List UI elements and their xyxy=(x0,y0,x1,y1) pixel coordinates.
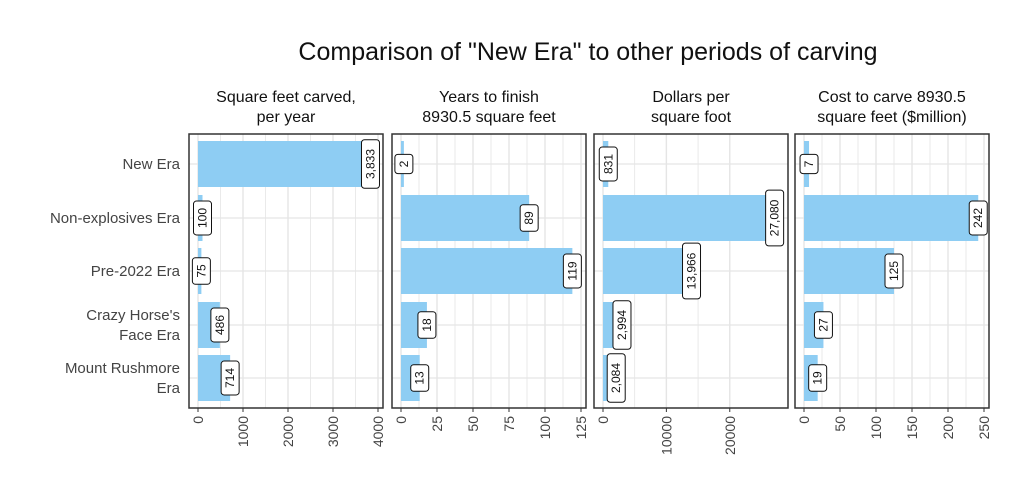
category-label: Mount Rushmore Era xyxy=(65,360,181,397)
panel-2: Years to finish 8930.5 square feet 0 25 50 75… xyxy=(391,89,589,440)
chart-title: Comparison of "New Era" to other periods… xyxy=(298,38,877,66)
svg-text:75: 75 xyxy=(194,264,208,278)
bar xyxy=(603,248,692,294)
tick-label: 2000 xyxy=(280,416,296,447)
bar xyxy=(401,195,530,241)
panel-border xyxy=(391,133,587,409)
tick-label: 0 xyxy=(393,416,409,424)
tick-label: 25 xyxy=(429,416,445,432)
value-label: 125 xyxy=(884,253,904,289)
value-label: 3,833 xyxy=(360,139,380,189)
tick-label: 75 xyxy=(501,416,517,432)
tick-label: 50 xyxy=(465,416,481,432)
value-label: 2,084 xyxy=(606,353,626,403)
tick-label: 3000 xyxy=(325,416,341,447)
svg-text:2,994: 2,994 xyxy=(615,310,629,340)
svg-text:125: 125 xyxy=(887,261,901,281)
svg-text:19: 19 xyxy=(811,371,825,385)
value-label: 486 xyxy=(210,307,230,343)
svg-text:242: 242 xyxy=(971,208,985,228)
category-label: New Era xyxy=(122,156,180,173)
panel-title: Dollars per square foot xyxy=(651,89,732,126)
tick-label: 250 xyxy=(976,416,992,440)
svg-text:831: 831 xyxy=(601,154,615,174)
svg-text:2,084: 2,084 xyxy=(609,363,623,393)
tick-label: 0 xyxy=(796,416,812,424)
panel-title: Years to finish 8930.5 square feet xyxy=(422,89,556,126)
svg-text:486: 486 xyxy=(213,315,227,335)
value-label: 18 xyxy=(417,311,437,339)
bar xyxy=(401,248,573,294)
tick-label: 100 xyxy=(537,416,553,440)
tick-label: 200 xyxy=(940,416,956,440)
value-label: 100 xyxy=(193,200,212,236)
tick-label: 0 xyxy=(595,416,611,424)
panel-border xyxy=(593,133,789,409)
bar xyxy=(603,195,775,241)
svg-text:13: 13 xyxy=(413,371,427,385)
svg-text:89: 89 xyxy=(522,211,536,225)
category-label: Non-explosives Era xyxy=(50,210,181,227)
svg-text:3,833: 3,833 xyxy=(363,149,377,179)
panel-title: Square feet carved, per year xyxy=(216,89,356,126)
value-label: 831 xyxy=(598,146,618,182)
svg-text:27: 27 xyxy=(816,318,830,332)
tick-label: 10000 xyxy=(658,416,674,455)
svg-text:100: 100 xyxy=(196,208,210,228)
value-label: 89 xyxy=(519,204,539,232)
bar xyxy=(198,141,371,187)
svg-text:119: 119 xyxy=(565,261,579,280)
value-label: 75 xyxy=(191,257,211,285)
value-label: 714 xyxy=(220,360,240,396)
tick-label: 100 xyxy=(868,416,884,440)
svg-text:27,080: 27,080 xyxy=(768,199,782,236)
value-label: 7 xyxy=(799,153,819,175)
bar xyxy=(804,248,894,294)
tick-label: 1000 xyxy=(235,416,251,447)
value-label: 119 xyxy=(562,253,582,289)
value-label: 19 xyxy=(808,364,828,392)
category-label: Crazy Horse's Face Era xyxy=(86,307,180,344)
tick-label: 20000 xyxy=(722,416,738,455)
value-label: 27 xyxy=(813,311,833,339)
panel-border xyxy=(188,133,384,409)
category-label: Pre-2022 Era xyxy=(91,263,181,280)
svg-text:18: 18 xyxy=(420,318,434,332)
value-label: 13,966 xyxy=(682,242,702,300)
value-label: 27,080 xyxy=(765,189,785,247)
panel-4: Cost to carve 8930.5 square feet ($millio… xyxy=(794,89,992,440)
panel-3: Dollars per square foot 0 10000 20000 831 27,0… xyxy=(593,89,789,455)
panel-border xyxy=(794,133,990,409)
value-label: 2 xyxy=(394,153,414,175)
panel-title: Cost to carve 8930.5 square feet ($millio… xyxy=(817,89,966,126)
tick-label: 4000 xyxy=(370,416,386,447)
tick-label: 125 xyxy=(573,416,589,440)
value-label: 2,994 xyxy=(612,300,632,350)
svg-text:13,966: 13,966 xyxy=(685,252,699,289)
category-labels: New Era Non-explosives Era Pre-2022 Era Cra… xyxy=(50,156,181,397)
tick-label: 150 xyxy=(904,416,920,440)
svg-text:714: 714 xyxy=(223,368,237,388)
value-label: 13 xyxy=(410,364,430,392)
tick-label: 0 xyxy=(190,416,206,424)
svg-text:7: 7 xyxy=(802,160,816,167)
value-label: 242 xyxy=(968,200,988,236)
tick-label: 50 xyxy=(832,416,848,432)
bar xyxy=(804,195,979,241)
panel-1: Square feet carved, per year 0 1000 2000 3000… xyxy=(188,89,386,447)
svg-text:2: 2 xyxy=(397,160,411,167)
